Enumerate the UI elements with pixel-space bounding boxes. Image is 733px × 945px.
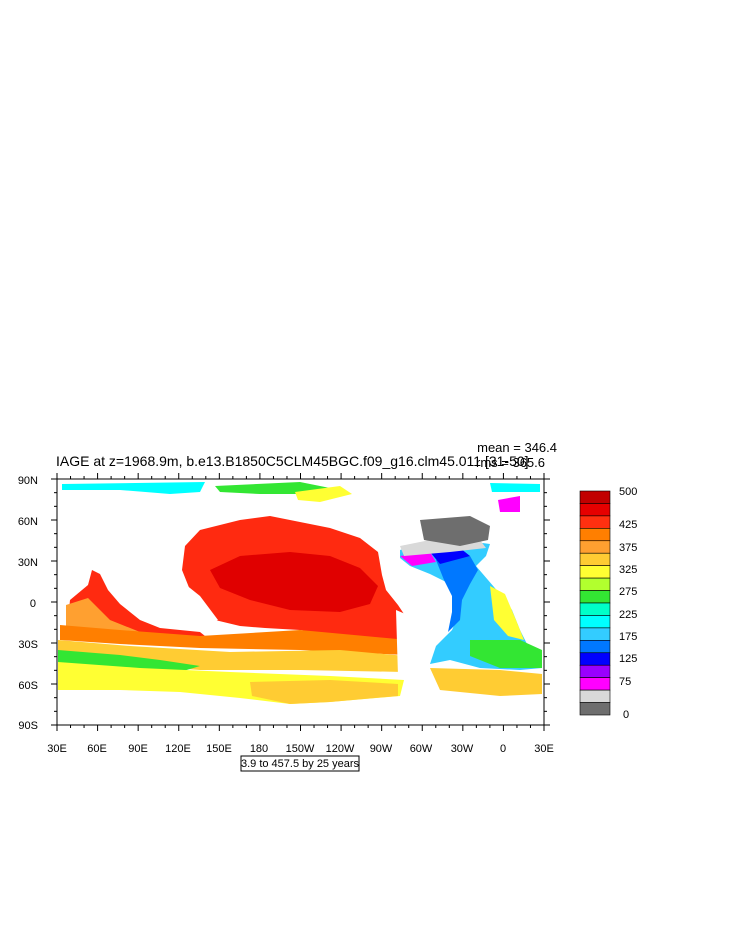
atlantic-southern-ocean	[430, 668, 542, 696]
colorbar-swatch	[579, 602, 611, 616]
colorbar-swatch	[579, 664, 611, 678]
colorbar-label: 125	[619, 653, 637, 665]
lon-tick-label: 30E	[47, 743, 67, 755]
arctic-atlantic-cyan	[490, 483, 540, 492]
contour-info-frame	[240, 755, 360, 772]
lon-tick-label: 150E	[206, 743, 232, 755]
colorbar-swatch	[579, 528, 611, 542]
lon-tick-label: 150W	[286, 743, 315, 755]
lat-tick-label: 30S	[18, 639, 38, 651]
lon-tick-label: 0	[500, 743, 506, 755]
lon-tick-label: 30W	[451, 743, 474, 755]
colorbar-swatch	[579, 577, 611, 591]
greenland-no-data	[420, 516, 490, 546]
south-america-land	[396, 610, 410, 680]
arctic-ocean-cyan	[62, 482, 205, 494]
colorbar-label: 325	[619, 564, 637, 576]
lat-tick-label: 60N	[18, 516, 38, 528]
colorbar-swatch	[579, 640, 611, 654]
colorbar-label: 0	[623, 709, 629, 721]
pacific-oldest-water	[210, 552, 378, 612]
colorbar-swatch	[579, 503, 611, 517]
mean-label: mean = 346.4	[477, 440, 557, 455]
southern-ocean-green	[58, 650, 200, 672]
lon-tick-label: 60W	[410, 743, 433, 755]
arctic-ocean-green	[215, 482, 330, 494]
longitude-axis: 30E 60E 90E 120E 150E 180 150W 120W 90W …	[47, 743, 554, 755]
lat-tick-label: 90N	[18, 475, 38, 487]
colorbar-label: 425	[619, 519, 637, 531]
colorbar-swatch	[579, 590, 611, 604]
lon-tick-label: 30E	[534, 743, 554, 755]
colorbar-label: 225	[619, 609, 637, 621]
lon-tick-label: 90E	[128, 743, 148, 755]
plot-title: IAGE at z=1968.9m, b.e13.B1850C5CLM45BGC…	[56, 453, 529, 469]
colorbar-swatch	[579, 552, 611, 566]
colorbar-swatch	[579, 702, 611, 716]
lon-tick-label: 90W	[370, 743, 393, 755]
latitude-axis: 90N 60N 30N 0 30S 60S 90S	[18, 475, 38, 732]
colorbar-label: 75	[619, 676, 631, 688]
lon-tick-label: 180	[250, 743, 268, 755]
map-panel	[56, 478, 545, 726]
colorbar-swatch	[579, 652, 611, 666]
colorbar-swatch	[579, 540, 611, 554]
southern-ocean-gold-south	[250, 680, 398, 704]
contour-info-text: 3.9 to 457.5 by 25 years	[241, 758, 360, 770]
lon-tick-label: 120W	[326, 743, 355, 755]
lat-tick-label: 60S	[18, 680, 38, 692]
arctic-ocean-yellow	[295, 486, 352, 502]
nordic-seas-magenta	[498, 496, 520, 512]
southern-ocean-orange	[60, 625, 408, 655]
colorbar-swatch	[579, 627, 611, 641]
lat-tick-label: 0	[30, 598, 36, 610]
atlantic-deep-western-boundary	[436, 556, 478, 632]
atlantic-east-yellow	[490, 586, 524, 640]
colorbar-swatch	[579, 515, 611, 529]
colorbar-label: 500	[619, 486, 637, 498]
colorbar	[579, 490, 611, 716]
lat-tick-label: 90S	[18, 720, 38, 732]
atlantic-ocean	[400, 540, 542, 670]
axis-tick-marks	[51, 473, 550, 731]
colorbar-swatch	[579, 565, 611, 579]
rms-label: rms = 365.6	[476, 455, 545, 470]
australia-land	[162, 580, 218, 630]
colorbar-labels: 500 425 375 325 275 225 175 125 75 0	[619, 486, 637, 721]
lon-tick-label: 120E	[165, 743, 191, 755]
colorbar-swatch	[579, 490, 611, 504]
colorbar-swatch	[579, 689, 611, 703]
ocean-age-field	[58, 482, 542, 704]
lon-tick-label: 60E	[87, 743, 107, 755]
atlantic-south-green	[470, 640, 542, 668]
colorbar-label: 375	[619, 542, 637, 554]
colorbar-label: 175	[619, 631, 637, 643]
contour-info-box: 3.9 to 457.5 by 25 years	[240, 755, 360, 772]
colorbar-swatch	[579, 615, 611, 629]
colorbar-swatch	[579, 677, 611, 691]
lat-tick-label: 30N	[18, 557, 38, 569]
colorbar-label: 275	[619, 586, 637, 598]
